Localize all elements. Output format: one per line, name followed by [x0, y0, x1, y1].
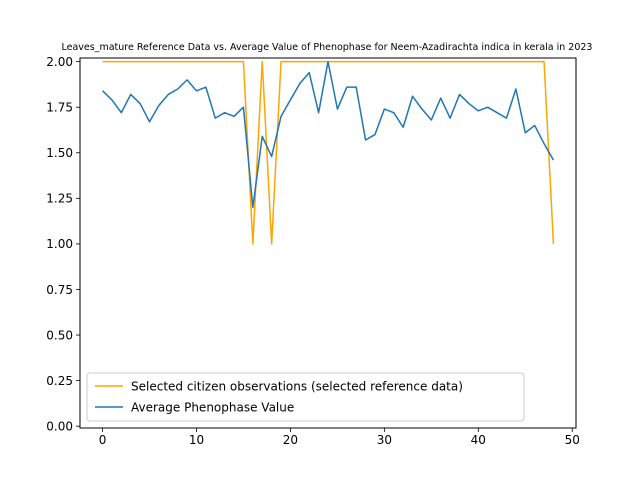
y-axis: 0.00 0.25 0.50 0.75 1.00 1.25 1.50 1.75 2.00 [46, 55, 80, 433]
plot-frame [79, 57, 577, 429]
x-axis: 0 10 20 30 40 50 [99, 428, 580, 447]
y-tick-label: 0.25 [46, 374, 73, 388]
y-tick-label: 0.75 [46, 283, 73, 297]
y-tick-label: 1.75 [46, 101, 73, 115]
y-tick-label: 0.00 [46, 419, 73, 433]
legend-box [86, 372, 525, 422]
x-tick-label: 30 [377, 433, 392, 447]
legend-label-2: Average Phenophase Value [131, 401, 294, 415]
y-tick-label: 0.50 [46, 328, 73, 342]
series-layer [102, 60, 555, 245]
y-tick-label: 1.00 [46, 237, 73, 251]
x-tick-label: 10 [189, 433, 204, 447]
legend-label-1: Selected citizen observations (selected … [131, 380, 463, 394]
x-tick-label: 0 [99, 433, 107, 447]
y-tick-label: 1.25 [46, 192, 73, 206]
x-tick-label: 20 [283, 433, 298, 447]
y-tick-label: 1.50 [46, 146, 73, 160]
series-line-1 [102, 60, 555, 245]
series-line-2 [102, 60, 555, 209]
legend: Selected citizen observations (selected … [86, 372, 525, 422]
chart-title: Leaves_mature Reference Data vs. Average… [62, 42, 593, 53]
x-tick-label: 40 [471, 433, 486, 447]
y-tick-label: 2.00 [46, 55, 73, 69]
x-tick-label: 50 [565, 433, 580, 447]
